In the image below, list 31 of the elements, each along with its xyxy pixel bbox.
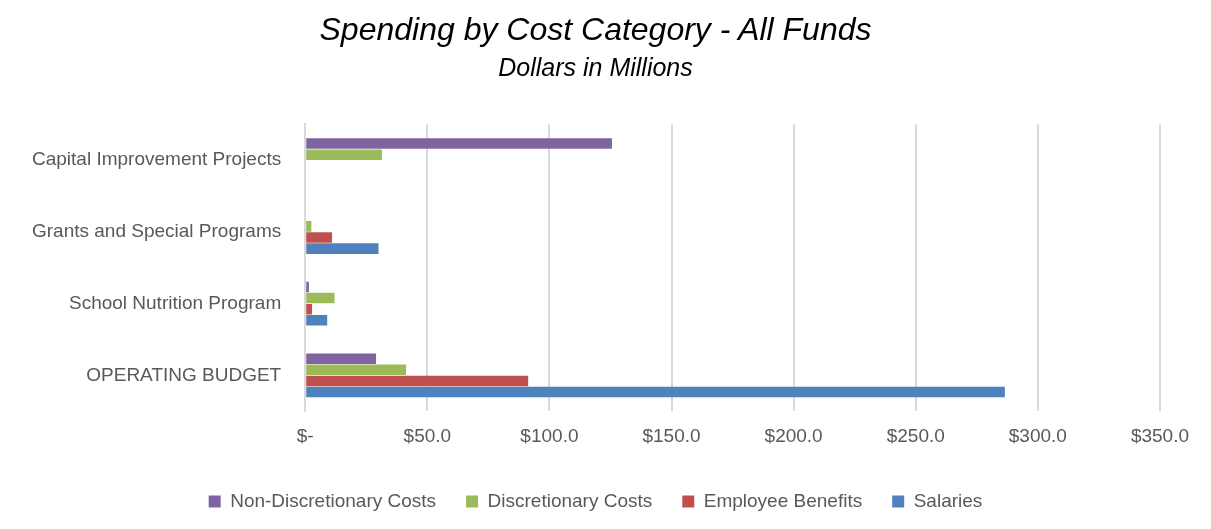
bar: [306, 292, 335, 304]
y-tick-label: OPERATING BUDGET: [86, 363, 282, 385]
bar: [306, 138, 612, 149]
bar: [306, 375, 529, 387]
bar: [306, 315, 328, 326]
bar: [306, 221, 312, 232]
x-tick-label: $350.0: [1130, 424, 1190, 446]
x-tick-label: $200.0: [764, 424, 823, 446]
bar: [306, 364, 407, 376]
bar: [306, 281, 309, 293]
y-tick-label: Capital Improvement Projects: [32, 148, 282, 170]
x-tick-label: $-: [296, 424, 314, 446]
bar: [306, 149, 382, 160]
bar: [306, 386, 1005, 398]
y-tick-label: School Nutrition Program: [68, 291, 282, 313]
x-tick-label: $150.0: [642, 424, 701, 446]
chart-subtitle: Dollars in Millions: [498, 53, 693, 82]
bar: [306, 353, 377, 364]
y-tick-label: Grants and Special Programs: [31, 220, 282, 242]
legend-label: Salaries: [913, 489, 983, 511]
legend-label: Discretionary Costs: [487, 489, 653, 511]
x-tick-label: $50.0: [403, 424, 452, 446]
x-tick-label: $250.0: [886, 424, 945, 446]
x-tick-label: $100.0: [520, 424, 579, 446]
bar: [306, 232, 333, 243]
legend-label: Employee Benefits: [703, 489, 863, 511]
bar: [306, 243, 379, 254]
legend-label: Non-Discretionary Costs: [230, 489, 437, 511]
chart-title: Spending by Cost Category - All Funds: [319, 11, 872, 48]
x-tick-label: $300.0: [1008, 424, 1067, 446]
bar: [306, 303, 313, 315]
